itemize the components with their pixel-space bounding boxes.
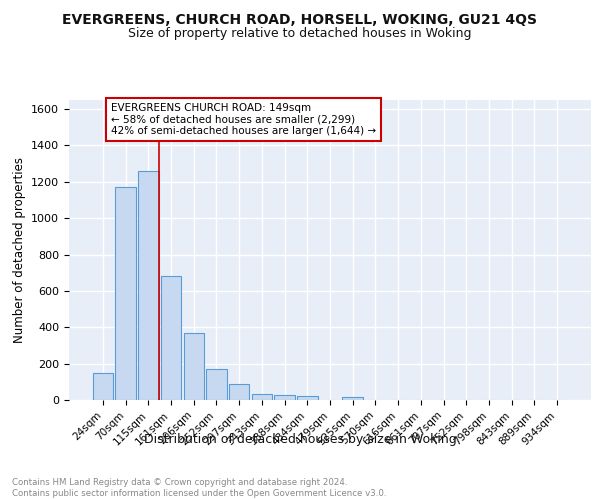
Text: Size of property relative to detached houses in Woking: Size of property relative to detached ho… (128, 28, 472, 40)
Bar (251, 394, 272, 400)
Bar (115, 188, 136, 400)
Bar (343, 397, 363, 400)
Text: EVERGREENS CHURCH ROAD: 149sqm
← 58% of detached houses are smaller (2,299)
42% : EVERGREENS CHURCH ROAD: 149sqm ← 58% of … (111, 103, 376, 136)
Bar (229, 384, 250, 400)
Bar (206, 369, 227, 400)
Bar (274, 396, 295, 400)
Bar (184, 332, 204, 400)
Y-axis label: Number of detached properties: Number of detached properties (13, 157, 26, 343)
Bar (138, 171, 158, 400)
Bar (297, 396, 317, 400)
Text: EVERGREENS, CHURCH ROAD, HORSELL, WOKING, GU21 4QS: EVERGREENS, CHURCH ROAD, HORSELL, WOKING… (62, 12, 538, 26)
Bar (93, 372, 113, 400)
Text: Contains HM Land Registry data © Crown copyright and database right 2024.
Contai: Contains HM Land Registry data © Crown c… (12, 478, 386, 498)
Bar (161, 276, 181, 400)
Text: Distribution of detached houses by size in Woking: Distribution of detached houses by size … (143, 432, 457, 446)
